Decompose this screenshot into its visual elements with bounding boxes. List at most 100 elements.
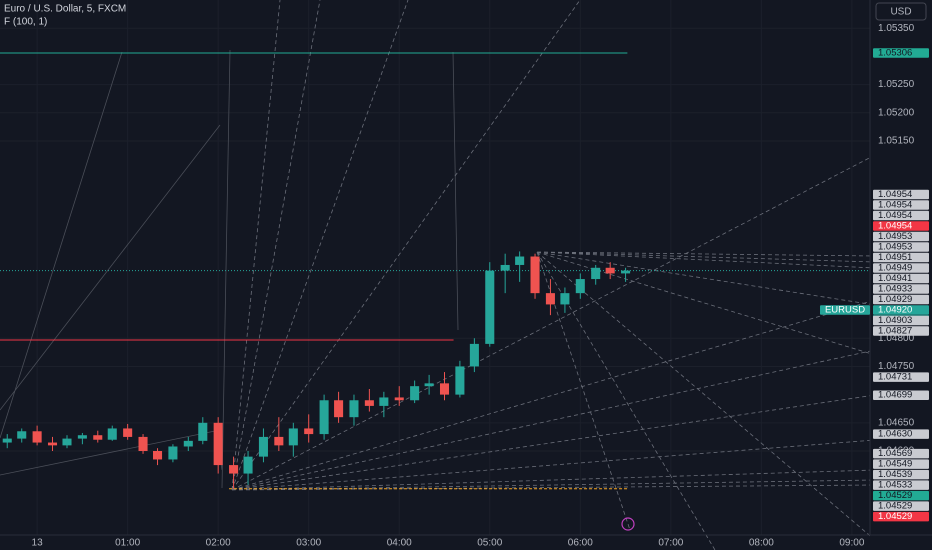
- candle-body: [17, 431, 27, 439]
- price-tag: [873, 252, 929, 263]
- candles: [2, 251, 631, 489]
- price-tag-label: 1.04539: [878, 469, 912, 480]
- candle-body: [621, 270, 631, 274]
- price-tag: [873, 390, 929, 400]
- price-tag-label: 1.04954: [878, 221, 912, 232]
- price-tag-label: 1.04630: [878, 429, 912, 440]
- candle-body: [213, 422, 223, 466]
- candle-body: [560, 293, 570, 305]
- price-tag: [873, 221, 929, 231]
- currency-label[interactable]: USD: [890, 7, 911, 18]
- candle-body: [455, 366, 465, 395]
- price-tag-label: 1.04529: [878, 490, 912, 501]
- currency-button[interactable]: [875, 2, 927, 21]
- price-tag-label: 1.04941: [878, 273, 912, 284]
- price-tag-label: 1.04954: [878, 189, 912, 200]
- candle-body: [304, 428, 314, 435]
- price-tag-label: 1.04920: [878, 305, 912, 316]
- drawings: [0, 0, 876, 550]
- price-tag: [873, 511, 929, 522]
- price-tag: [873, 210, 929, 221]
- candle-body: [530, 256, 540, 294]
- price-tag: [873, 294, 929, 305]
- candle-body: [168, 446, 178, 460]
- price-tag: [873, 242, 929, 252]
- x-tick-label: 08:00: [749, 538, 774, 549]
- price-tag: [873, 189, 929, 200]
- price-tag: [873, 469, 929, 480]
- candle-body: [364, 400, 374, 406]
- candle-body: [319, 400, 329, 435]
- price-tag-label: 1.04549: [878, 459, 912, 470]
- candle-body: [500, 264, 510, 271]
- candle-body: [469, 343, 479, 367]
- x-tick-label: 05:00: [477, 538, 502, 549]
- candle-body: [243, 456, 253, 474]
- candle-body: [605, 267, 615, 274]
- candle-body: [62, 438, 72, 446]
- fan-lines: [231, 0, 876, 491]
- candle-body: [515, 256, 525, 265]
- price-tag-label: 1.04529: [878, 511, 912, 522]
- y-tick-label: 1.04800: [878, 333, 915, 344]
- y-tick-label: 1.05350: [878, 23, 915, 34]
- price-tag-label: 1.04699: [878, 390, 912, 401]
- x-tick-label: 01:00: [115, 538, 140, 549]
- price-tag: [873, 284, 929, 294]
- y-tick-label: 1.05200: [878, 107, 915, 118]
- candle-body: [485, 270, 495, 344]
- candle-body: [77, 435, 87, 439]
- candle-body: [545, 293, 555, 305]
- price-tag: [873, 459, 929, 469]
- alert-icon[interactable]: [621, 517, 635, 531]
- y-tick-label: 1.05150: [878, 136, 915, 147]
- candle-body: [334, 400, 344, 418]
- candle-body: [591, 267, 601, 280]
- symbol-tag: [820, 305, 870, 315]
- price-tag: [873, 480, 929, 490]
- candle-body: [349, 400, 359, 418]
- candle-body: [107, 428, 117, 440]
- price-tag-label: 1.04929: [878, 294, 912, 305]
- candle-body: [439, 383, 450, 395]
- axes: 1.05350 1.05250 1.05200 1.05150 1.04800 1.047…: [32, 23, 915, 549]
- price-tag: [873, 326, 929, 336]
- candle-body: [288, 428, 298, 446]
- price-tag: [873, 263, 929, 273]
- price-tag-label: 1.04951: [878, 252, 912, 263]
- y-tick-label: 1.04650: [878, 417, 915, 428]
- x-tick-label: 13: [32, 538, 44, 549]
- x-tick-label: 09:00: [839, 538, 864, 549]
- candle-body: [152, 451, 163, 460]
- price-tag-label: 1.05306: [878, 48, 912, 59]
- candle-body: [47, 442, 58, 446]
- candle-body: [198, 422, 208, 441]
- symbol-title: Euro / U.S. Dollar, 5, FXCM: [4, 4, 126, 15]
- price-tag-label: 1.04953: [878, 231, 912, 242]
- price-tag: [873, 200, 929, 210]
- candle-body: [183, 440, 193, 447]
- indicator-label: F (100, 1): [4, 17, 47, 28]
- price-tag: [873, 48, 929, 58]
- price-tag: [873, 273, 929, 284]
- symbol-tag-label: EURUSD: [825, 305, 865, 316]
- candle-body: [274, 436, 284, 446]
- price-tags: 1.053061.049541.049541.049541.049541.049…: [820, 48, 929, 522]
- candle-body: [2, 438, 12, 443]
- price-tag-label: 1.04569: [878, 448, 912, 459]
- y-tick-label: 1.05250: [878, 79, 915, 90]
- price-tag-label: 1.04933: [878, 284, 912, 295]
- price-tag-label: 1.04949: [878, 263, 912, 274]
- candle-body: [410, 386, 420, 401]
- levels: [0, 52, 870, 490]
- candle-body: [32, 431, 42, 443]
- price-tag: [873, 490, 929, 501]
- price-tag-label: 1.04954: [878, 210, 912, 221]
- candle-body: [258, 436, 268, 457]
- price-tag-label: 1.04731: [878, 372, 912, 383]
- price-tag-label: 1.04954: [878, 200, 912, 211]
- price-tag-label: 1.04529: [878, 501, 912, 512]
- candle-body: [575, 279, 585, 294]
